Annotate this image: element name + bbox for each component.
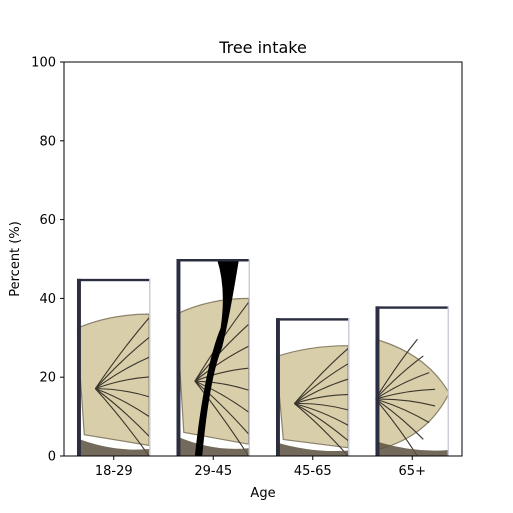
wood-vein xyxy=(375,372,430,400)
x-tick-label: 45-65 xyxy=(294,464,332,479)
bar-right-edge xyxy=(447,306,450,456)
x-tick-label: 18-29 xyxy=(95,464,133,479)
y-tick-label: 0 xyxy=(48,450,56,465)
wood-vein xyxy=(293,348,349,404)
wood-vein xyxy=(294,403,349,426)
wood-vein xyxy=(375,355,424,400)
wood-vein xyxy=(194,380,249,413)
bark-band xyxy=(76,438,151,456)
y-axis-title: Percent (%) xyxy=(8,221,23,297)
x-tick-label: 65+ xyxy=(399,464,426,479)
bar-left-edge xyxy=(375,306,380,456)
wood-vein xyxy=(375,398,430,424)
wood-vein xyxy=(375,388,436,400)
wood-vein xyxy=(194,380,250,435)
y-axis: 0 20 40 60 80 100 xyxy=(31,56,64,465)
wood-vein xyxy=(294,402,349,411)
wood-vein xyxy=(194,367,249,382)
bar-top-edge xyxy=(76,278,151,282)
bar-29-45 xyxy=(176,259,251,456)
bar-left-edge xyxy=(176,259,181,456)
bar-top-edge xyxy=(375,306,450,309)
bar-left-edge xyxy=(76,278,81,456)
wood-vein xyxy=(294,403,349,442)
bark-band xyxy=(176,436,251,456)
wood-vein xyxy=(194,323,249,382)
wood-vein xyxy=(94,317,150,389)
bar-45-65 xyxy=(275,318,350,456)
wood-vein xyxy=(293,403,349,456)
wood-vein xyxy=(94,388,150,457)
bars xyxy=(76,259,450,457)
wood-vein xyxy=(95,388,150,398)
plot-frame xyxy=(63,61,463,457)
x-tick-label: 29-45 xyxy=(194,464,232,479)
bar-top-edge xyxy=(275,318,350,321)
wood-vein xyxy=(95,356,150,390)
bar-top-edge xyxy=(176,259,251,262)
chart-title: Tree intake xyxy=(218,38,307,57)
wood-vein xyxy=(95,376,150,390)
bark-band xyxy=(375,441,450,456)
wood-vein xyxy=(375,398,424,440)
wood-vein xyxy=(94,337,150,389)
wood-vein xyxy=(294,393,349,405)
bar-left-edge xyxy=(275,318,280,456)
trunk-silhouette xyxy=(194,259,240,456)
wood-vein xyxy=(375,398,436,407)
y-tick-label: 40 xyxy=(39,292,56,307)
wood-vein xyxy=(95,388,150,417)
x-axis: 18-29 29-45 45-65 65+ xyxy=(95,456,426,479)
wood-vein xyxy=(293,363,349,405)
bar-right-edge xyxy=(149,278,151,456)
y-tick-label: 100 xyxy=(31,56,56,71)
y-tick-label: 20 xyxy=(39,371,56,386)
bar-right-edge xyxy=(248,259,251,456)
bar-right-edge xyxy=(348,318,350,456)
wood-vein xyxy=(194,380,250,456)
wood-vein xyxy=(95,388,150,437)
x-axis-title: Age xyxy=(250,486,275,501)
bar-65+ xyxy=(375,306,450,456)
wood-vein xyxy=(194,345,249,382)
y-tick-label: 60 xyxy=(39,213,56,228)
y-tick-label: 80 xyxy=(39,134,56,149)
bar-18-29 xyxy=(76,278,151,457)
wood-vein xyxy=(294,378,349,405)
wood-vein xyxy=(194,380,249,391)
bark-band xyxy=(275,442,350,456)
